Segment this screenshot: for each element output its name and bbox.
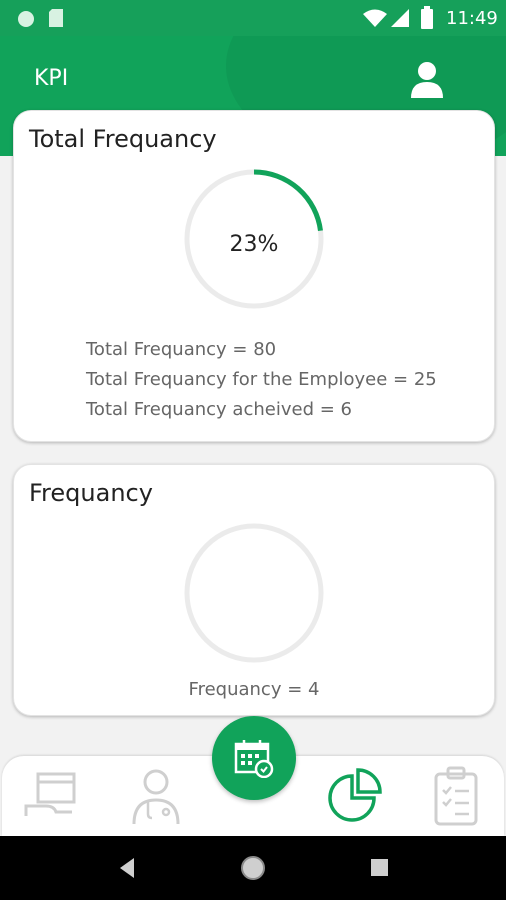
frequency-card: Frequancy Frequancy = 4 xyxy=(13,464,495,716)
system-navigation-bar xyxy=(0,836,506,900)
pie-chart-icon[interactable] xyxy=(326,768,384,826)
back-icon[interactable] xyxy=(116,856,138,880)
total-frequency-card: Total Frequancy 23% Total Frequancy = 80… xyxy=(13,110,495,442)
frequency-progress-ring xyxy=(184,523,324,663)
progress-percentage: 23% xyxy=(229,232,279,257)
home-icon[interactable] xyxy=(239,854,267,882)
battery-icon xyxy=(421,6,433,29)
status-bar: 11:49 xyxy=(0,0,506,36)
frequency-stat: Frequancy = 4 xyxy=(188,679,320,700)
signal-icon xyxy=(391,9,409,27)
wifi-icon xyxy=(363,9,387,27)
page-title: KPI xyxy=(34,66,69,91)
clipboard-checklist-icon[interactable] xyxy=(432,766,480,828)
calendar-icon xyxy=(234,740,274,778)
progress-track xyxy=(184,523,324,663)
doctor-icon[interactable] xyxy=(128,766,184,826)
recents-icon[interactable] xyxy=(370,858,390,878)
notification-dot-icon xyxy=(18,11,34,27)
total-frequency-stat: Total Frequancy = 80 xyxy=(86,339,277,360)
total-progress-ring xyxy=(184,169,324,309)
employee-frequency-stat: Total Frequancy for the Employee = 25 xyxy=(86,369,437,390)
card-title: Frequancy xyxy=(29,479,153,507)
sd-card-icon xyxy=(49,9,63,27)
status-time: 11:49 xyxy=(446,8,498,29)
user-profile-icon[interactable] xyxy=(410,60,444,100)
box-hand-icon[interactable] xyxy=(24,768,80,824)
card-title: Total Frequancy xyxy=(29,125,217,153)
calendar-button[interactable] xyxy=(212,716,296,800)
progress-arc xyxy=(184,169,324,309)
achieved-frequency-stat: Total Frequancy acheived = 6 xyxy=(86,399,352,420)
